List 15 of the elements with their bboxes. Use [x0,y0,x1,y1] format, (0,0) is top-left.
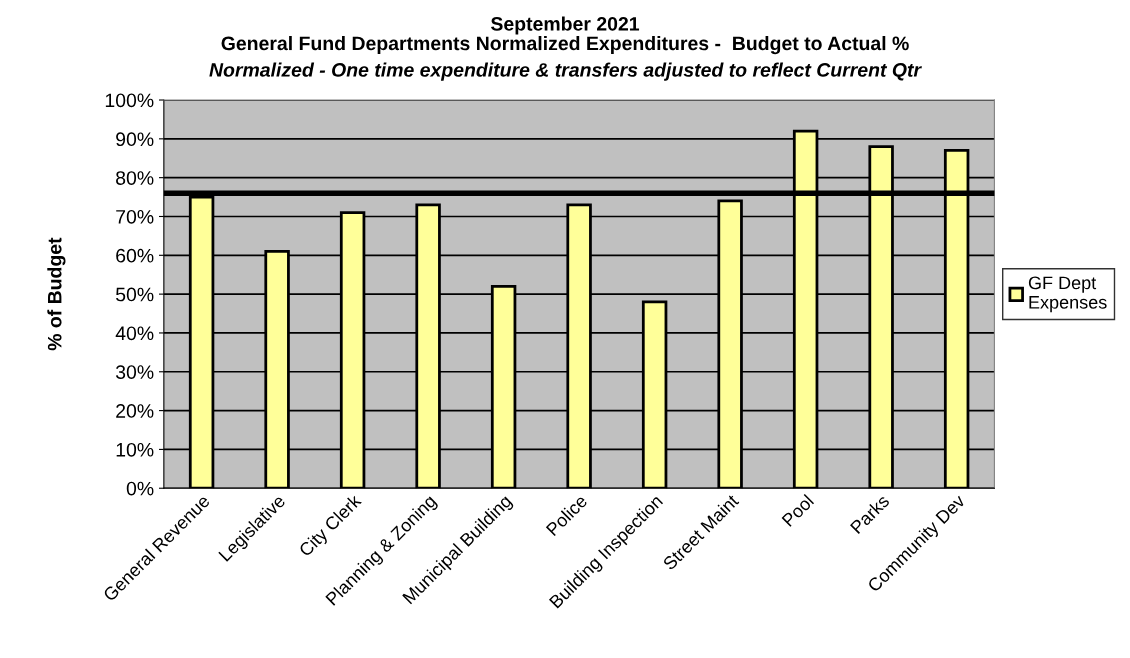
y-tick-label: 70% [116,209,154,224]
y-tick-label: 80% [116,171,154,185]
y-tick-label: 100% [105,93,154,108]
y-tick-label: 50% [115,287,154,302]
y-tick-label: 10% [116,442,154,457]
y-tick-label: 60% [116,248,154,263]
y-tick-label: 30% [115,365,154,380]
legend-label: GF Dept Expenses [1028,276,1107,313]
chart-subtitle: Normalized - One time expenditure & transfers adjusted to reflect Current Qtr [209,62,922,81]
y-tick-label: 0% [126,481,154,496]
y-tick-label: 90% [116,132,154,147]
chart-title: September 2021 General Fund Departments Normalized Expenditures - Budget to Actual % [221,16,909,55]
y-axis-title: % of Budget [47,237,66,351]
y-tick-label: 20% [116,404,154,418]
y-tick-label: 40% [115,326,154,341]
